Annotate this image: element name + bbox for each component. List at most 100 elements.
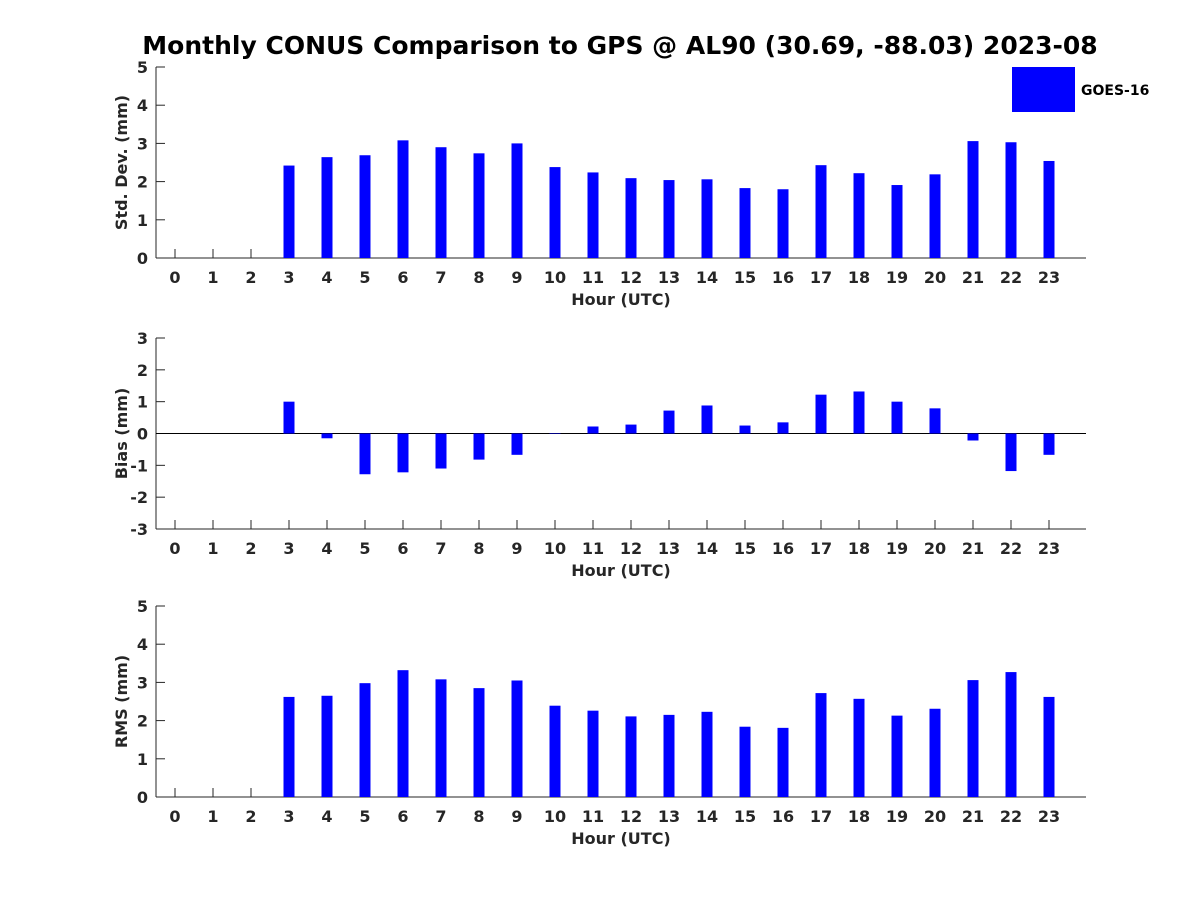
x-tick-label: 4: [321, 268, 332, 287]
x-tick-label: 11: [582, 539, 604, 558]
bar: [549, 705, 561, 797]
bar: [321, 695, 333, 797]
x-tick-label: 11: [582, 807, 604, 826]
x-tick-label: 23: [1038, 539, 1060, 558]
x-tick-label: 10: [544, 268, 566, 287]
bar: [891, 401, 903, 434]
bar: [739, 188, 751, 258]
x-tick-label: 1: [207, 268, 218, 287]
y-tick-label: 2: [137, 173, 148, 192]
x-tick-label: 19: [886, 268, 908, 287]
y-tick-label: 2: [137, 712, 148, 731]
x-tick-label: 3: [283, 807, 294, 826]
x-axis-label: Hour (UTC): [571, 561, 671, 580]
bar: [663, 180, 675, 258]
x-tick-label: 5: [359, 268, 370, 287]
bar: [473, 153, 485, 258]
x-tick-label: 0: [169, 268, 180, 287]
bar: [359, 683, 371, 797]
bar: [1005, 142, 1017, 258]
y-tick-label: -2: [130, 488, 148, 507]
x-tick-label: 19: [886, 539, 908, 558]
bar: [283, 165, 295, 258]
x-tick-label: 4: [321, 807, 332, 826]
x-tick-label: 1: [207, 539, 218, 558]
bar: [359, 155, 371, 258]
x-tick-label: 13: [658, 807, 680, 826]
x-tick-label: 16: [772, 807, 794, 826]
x-tick-label: 6: [397, 539, 408, 558]
x-tick-label: 15: [734, 807, 756, 826]
y-axis-label: RMS (mm): [112, 655, 131, 748]
x-tick-label: 18: [848, 268, 870, 287]
bar: [397, 140, 409, 258]
bar: [397, 670, 409, 797]
bar: [701, 179, 713, 258]
x-tick-label: 18: [848, 807, 870, 826]
bar: [663, 714, 675, 797]
bar: [853, 391, 865, 434]
x-tick-label: 20: [924, 268, 946, 287]
x-tick-label: 7: [435, 539, 446, 558]
bar: [853, 698, 865, 797]
x-tick-label: 22: [1000, 539, 1022, 558]
bar: [321, 157, 333, 258]
y-tick-label: -3: [130, 520, 148, 539]
bar: [929, 408, 941, 434]
y-axis-label: Bias (mm): [112, 388, 131, 480]
y-tick-label: 4: [137, 96, 148, 115]
bar: [435, 147, 447, 258]
bar: [397, 433, 409, 473]
x-tick-label: 13: [658, 268, 680, 287]
x-tick-label: 8: [473, 807, 484, 826]
bar: [321, 433, 333, 439]
x-tick-label: 12: [620, 268, 642, 287]
bar: [473, 433, 485, 460]
bar: [777, 189, 789, 258]
x-tick-label: 15: [734, 539, 756, 558]
y-tick-label: 5: [137, 597, 148, 616]
x-tick-label: 10: [544, 807, 566, 826]
bar: [701, 405, 713, 434]
x-tick-label: 4: [321, 539, 332, 558]
x-tick-label: 7: [435, 268, 446, 287]
x-tick-label: 16: [772, 268, 794, 287]
x-tick-label: 21: [962, 539, 984, 558]
bar: [549, 167, 561, 258]
x-tick-label: 20: [924, 539, 946, 558]
x-tick-label: 17: [810, 807, 832, 826]
x-tick-label: 21: [962, 807, 984, 826]
x-axis-label: Hour (UTC): [571, 290, 671, 309]
bar: [1005, 672, 1017, 797]
bar: [587, 710, 599, 797]
bar: [283, 696, 295, 797]
x-tick-label: 8: [473, 539, 484, 558]
x-tick-label: 1: [207, 807, 218, 826]
bar: [853, 173, 865, 258]
bar: [967, 433, 979, 441]
x-tick-label: 14: [696, 268, 718, 287]
x-tick-label: 12: [620, 807, 642, 826]
bar: [967, 141, 979, 258]
bar: [1043, 160, 1055, 258]
x-tick-label: 21: [962, 268, 984, 287]
bar: [815, 394, 827, 434]
bar: [815, 165, 827, 258]
bar: [511, 143, 523, 258]
bar: [777, 727, 789, 797]
y-tick-label: 0: [137, 249, 148, 268]
x-tick-label: 23: [1038, 807, 1060, 826]
x-tick-label: 6: [397, 807, 408, 826]
bar: [967, 680, 979, 797]
bar: [283, 401, 295, 434]
x-tick-label: 10: [544, 539, 566, 558]
bar: [511, 680, 523, 797]
legend: GOES-16: [1012, 67, 1149, 112]
x-tick-label: 0: [169, 807, 180, 826]
bar: [1005, 433, 1017, 472]
x-tick-label: 2: [245, 539, 256, 558]
bar: [625, 424, 637, 434]
